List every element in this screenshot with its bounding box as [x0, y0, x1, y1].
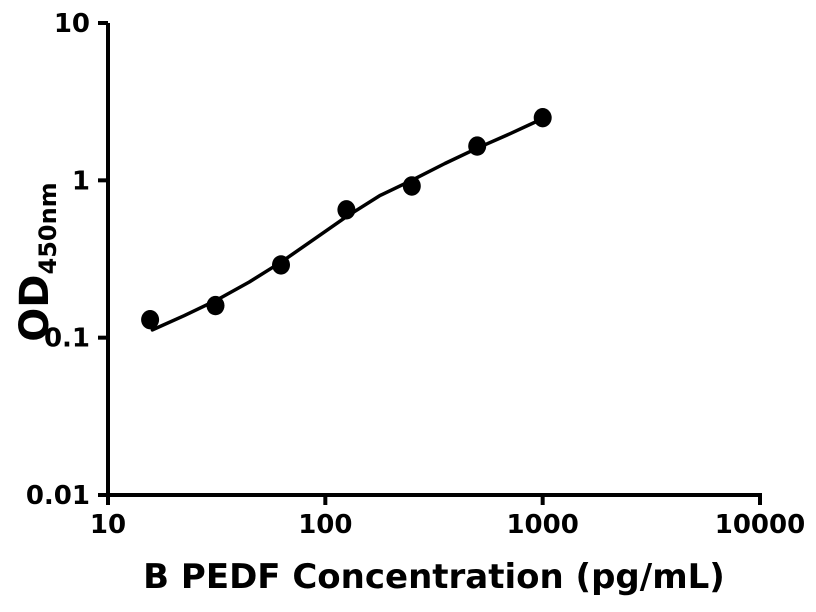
y-tick-label: 10	[54, 9, 90, 39]
y-tick-label: 0.01	[26, 481, 90, 511]
axes-layer: 10 100 1000 10000 10 1 0.1 0.01	[26, 9, 805, 540]
x-tick-label: 10000	[715, 510, 805, 540]
data-point	[468, 136, 487, 156]
data-point	[533, 108, 552, 128]
x-tick-label: 1000	[506, 510, 578, 540]
data-point	[337, 200, 356, 220]
data-point	[402, 176, 421, 196]
x-tick-label: 10	[90, 510, 126, 540]
data-point	[206, 295, 225, 316]
data-point	[272, 255, 290, 275]
data-points-layer	[141, 108, 552, 330]
y-axis-title: OD450nm	[12, 182, 62, 341]
x-axis-title: B PEDF Concentration (pg/mL)	[143, 557, 725, 597]
y-tick-label: 1	[72, 166, 90, 196]
data-point	[141, 310, 160, 330]
x-tick-label: 100	[298, 510, 352, 540]
y-tick-label: 0.1	[44, 324, 90, 354]
